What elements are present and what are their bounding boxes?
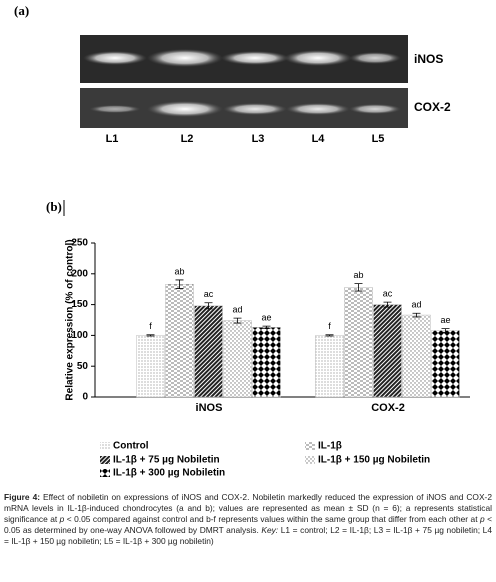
error-bar [233,317,242,324]
significance-letter: ab [353,270,363,280]
legend-swatch [100,456,110,464]
caption-text: L1 = control; L2 = IL-1β; L3 = IL-1β + 7… [4,525,492,546]
legend-label: Control [113,441,149,452]
y-tick-label: 200 [71,268,88,279]
significance-letter: ac [383,289,393,299]
legend-swatch [305,456,315,464]
x-tick-label: iNOS [196,402,223,414]
error-bar [412,312,421,318]
lane-label: L3 [252,133,265,145]
error-bar [204,302,213,310]
bar [373,304,402,398]
y-tick-label: 50 [77,361,89,372]
gel-bands [83,49,401,117]
legend-swatch [100,469,110,477]
figure: (a) iNOS COX-2 L1 L2 L3 L4 L5 (b) 0 50 100 150 200 25… [14,3,470,479]
bar [252,327,281,398]
error-bar [146,334,155,337]
gel-label: COX-2 [414,100,451,114]
y-axis-label: Relative expression (% of control) [65,239,76,400]
bar [402,314,431,398]
significance-letter: ad [411,300,421,310]
significance-letter: ad [232,305,242,315]
panel-label: (a) [14,3,29,18]
caption-text: < 0.05 compared against control and b-f … [64,514,480,524]
y-tick-label: 0 [82,392,88,403]
significance-letter: ab [174,266,184,276]
caption-text: < 0.05 as determined by one-way ANOVA fo… [4,514,493,535]
error-bar [262,325,271,330]
legend-label: IL-1β + 75 µg Nobiletin [113,455,220,466]
y-tick-label: 250 [71,238,88,249]
error-bar [175,279,184,289]
caption-text: Effect of nobiletin on expressions of iN… [4,492,492,524]
bar [315,335,344,398]
legend-label: IL-1β + 300 µg Nobiletin [113,468,225,479]
caption: Figure 4: Effect of nobiletin on express… [4,492,492,547]
bar [344,287,373,398]
error-bar [354,283,363,292]
error-bar [441,328,450,333]
significance-letter: ae [440,315,450,325]
legend-label: IL-1β + 150 µg Nobiletin [318,455,430,466]
significance-letter: ac [204,289,214,299]
significance-letter: ae [261,313,271,323]
caption-text: Key: [261,525,279,535]
bar [194,305,223,398]
bar [431,330,460,398]
gel-label: iNOS [414,52,443,66]
x-tick-label: COX-2 [371,402,405,414]
caption-label: Figure 4: [4,492,41,502]
y-tick-label: 150 [71,299,88,310]
panel-label: (b) [46,199,62,214]
lane-label: L1 [106,133,119,145]
legend-swatch [305,442,315,450]
legend-label: IL-1β [318,441,342,452]
error-bar [383,301,392,308]
lane-label: L2 [181,133,194,145]
significance-letter: f [328,321,331,331]
bar [136,335,165,398]
bar [223,320,252,398]
caption-text: p [479,514,485,524]
error-bar [325,334,334,337]
significance-letter: f [149,321,152,331]
y-tick-label: 100 [71,330,88,341]
lane-label: L5 [372,133,385,145]
caption-text: p [59,514,65,524]
lane-label: L4 [312,133,326,145]
legend-swatch [100,442,110,450]
bar [165,284,194,398]
